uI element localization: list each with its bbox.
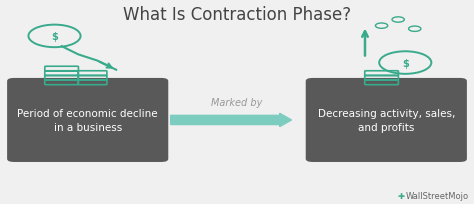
Text: ✚: ✚ xyxy=(397,191,404,200)
FancyArrow shape xyxy=(171,114,292,127)
Text: Period of economic decline
in a business: Period of economic decline in a business xyxy=(18,108,158,133)
Text: WallStreetMojo: WallStreetMojo xyxy=(406,191,469,200)
Text: Marked by: Marked by xyxy=(211,97,263,107)
Text: Decreasing activity, sales,
and profits: Decreasing activity, sales, and profits xyxy=(318,108,455,133)
FancyBboxPatch shape xyxy=(7,79,168,162)
Text: $: $ xyxy=(51,32,58,42)
FancyBboxPatch shape xyxy=(306,79,467,162)
Text: What Is Contraction Phase?: What Is Contraction Phase? xyxy=(123,6,351,24)
Text: $: $ xyxy=(402,58,409,68)
